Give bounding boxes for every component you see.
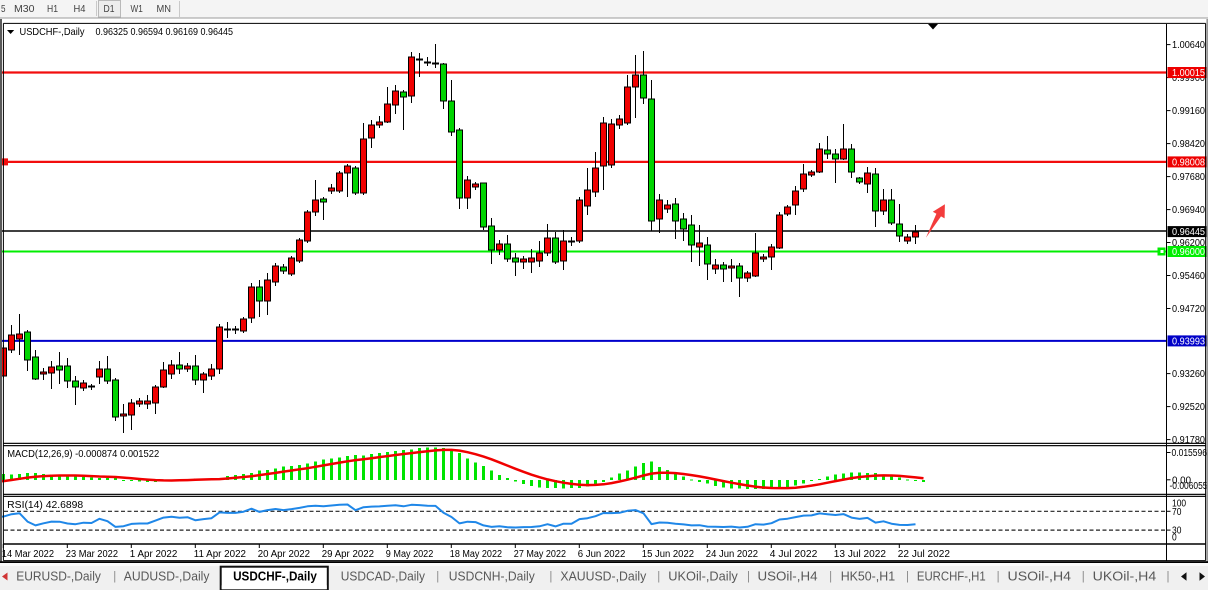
svg-text:|: |	[436, 571, 439, 583]
svg-text:USOil-,H4: USOil-,H4	[758, 570, 818, 584]
svg-text:|: |	[113, 571, 116, 583]
svg-text:W1: W1	[131, 3, 143, 15]
svg-text:0: 0	[1172, 532, 1177, 543]
svg-text:0.99900: 0.99900	[1172, 73, 1205, 84]
svg-text:14 Mar 2022: 14 Mar 2022	[2, 549, 55, 560]
svg-text:0.00: 0.00	[1172, 475, 1191, 486]
svg-text:6 Jun 2022: 6 Jun 2022	[578, 549, 626, 560]
svg-text:30: 30	[1172, 526, 1182, 537]
svg-text:0.96940: 0.96940	[1172, 205, 1205, 216]
svg-text:23 Mar 2022: 23 Mar 2022	[66, 549, 119, 560]
svg-text:|: |	[657, 571, 660, 583]
svg-text:|: |	[747, 571, 750, 583]
svg-text:22 Jul 2022: 22 Jul 2022	[898, 549, 951, 560]
svg-text:|: |	[549, 571, 552, 583]
svg-text:H1: H1	[47, 3, 58, 15]
svg-text:70: 70	[1172, 507, 1182, 518]
svg-text:MACD(12,26,9) -0.000874 0.0015: MACD(12,26,9) -0.000874 0.001522	[7, 449, 159, 460]
svg-text:20 Apr 2022: 20 Apr 2022	[258, 549, 311, 560]
svg-text:USDCNH-,Daily: USDCNH-,Daily	[449, 570, 536, 584]
svg-text:15 Jun 2022: 15 Jun 2022	[642, 549, 695, 560]
svg-text:HK50-,H1: HK50-,H1	[841, 570, 895, 584]
svg-text:M30: M30	[14, 3, 35, 15]
svg-text:USDCHF-,Daily: USDCHF-,Daily	[233, 570, 317, 584]
svg-text:XAUUSD-,Daily: XAUUSD-,Daily	[560, 570, 647, 584]
svg-text:0.96325 0.96594 0.96169 0.9644: 0.96325 0.96594 0.96169 0.96445	[96, 27, 234, 38]
svg-text:100: 100	[1172, 498, 1186, 509]
svg-text:USDCAD-,Daily: USDCAD-,Daily	[341, 570, 426, 584]
svg-text:UKOil-,H4: UKOil-,H4	[1093, 570, 1157, 584]
svg-text:0.93993: 0.93993	[1172, 336, 1205, 347]
svg-text:18 May 2022: 18 May 2022	[450, 549, 503, 560]
svg-text:0.015596: 0.015596	[1172, 448, 1208, 459]
svg-text:D1: D1	[104, 3, 115, 15]
svg-text:24 Jun 2022: 24 Jun 2022	[706, 549, 759, 560]
svg-text:0.96200: 0.96200	[1172, 238, 1205, 249]
svg-text:1.00640: 1.00640	[1172, 40, 1205, 51]
svg-text:0.99160: 0.99160	[1172, 106, 1205, 117]
svg-text:0.98008: 0.98008	[1172, 157, 1205, 168]
svg-text:0.92520: 0.92520	[1172, 402, 1205, 413]
svg-text:EURCHF-,H1: EURCHF-,H1	[917, 570, 986, 584]
svg-text:MN: MN	[157, 3, 172, 15]
svg-text:5: 5	[1, 3, 6, 15]
svg-text:-0.006055: -0.006055	[1170, 481, 1208, 492]
svg-text:0.97680: 0.97680	[1172, 172, 1205, 183]
svg-text:UKOil-,Daily: UKOil-,Daily	[668, 570, 738, 584]
svg-text:0.96000: 0.96000	[1172, 247, 1205, 258]
svg-text:H4: H4	[74, 3, 86, 15]
svg-text:0.91780: 0.91780	[1172, 435, 1205, 446]
svg-text:USDCHF-,Daily: USDCHF-,Daily	[20, 27, 86, 38]
svg-text:|: |	[1167, 571, 1170, 583]
svg-text:AUDUSD-,Daily: AUDUSD-,Daily	[124, 570, 210, 584]
svg-text:|: |	[906, 571, 909, 583]
svg-text:|: |	[1082, 571, 1085, 583]
svg-text:0.95460: 0.95460	[1172, 271, 1205, 282]
svg-text:1 Apr 2022: 1 Apr 2022	[130, 549, 178, 560]
svg-text:0.93260: 0.93260	[1172, 369, 1205, 380]
svg-text:0.94720: 0.94720	[1172, 304, 1205, 315]
svg-text:|: |	[997, 571, 1000, 583]
svg-text:0.98420: 0.98420	[1172, 139, 1205, 150]
svg-text:RSI(14) 42.6898: RSI(14) 42.6898	[7, 500, 83, 511]
svg-text:USOil-,H4: USOil-,H4	[1008, 570, 1072, 584]
svg-text:29 Apr 2022: 29 Apr 2022	[322, 549, 375, 560]
svg-text:1.00015: 1.00015	[1172, 68, 1205, 79]
svg-text:27 May 2022: 27 May 2022	[514, 549, 567, 560]
svg-text:|: |	[829, 571, 832, 583]
svg-text:EURUSD-,Daily: EURUSD-,Daily	[16, 570, 101, 584]
svg-text:0.96445: 0.96445	[1172, 227, 1205, 238]
svg-text:13 Jul 2022: 13 Jul 2022	[834, 549, 887, 560]
svg-text:9 May 2022: 9 May 2022	[386, 549, 434, 560]
svg-text:11 Apr 2022: 11 Apr 2022	[194, 549, 247, 560]
svg-text:4 Jul 2022: 4 Jul 2022	[770, 549, 818, 560]
